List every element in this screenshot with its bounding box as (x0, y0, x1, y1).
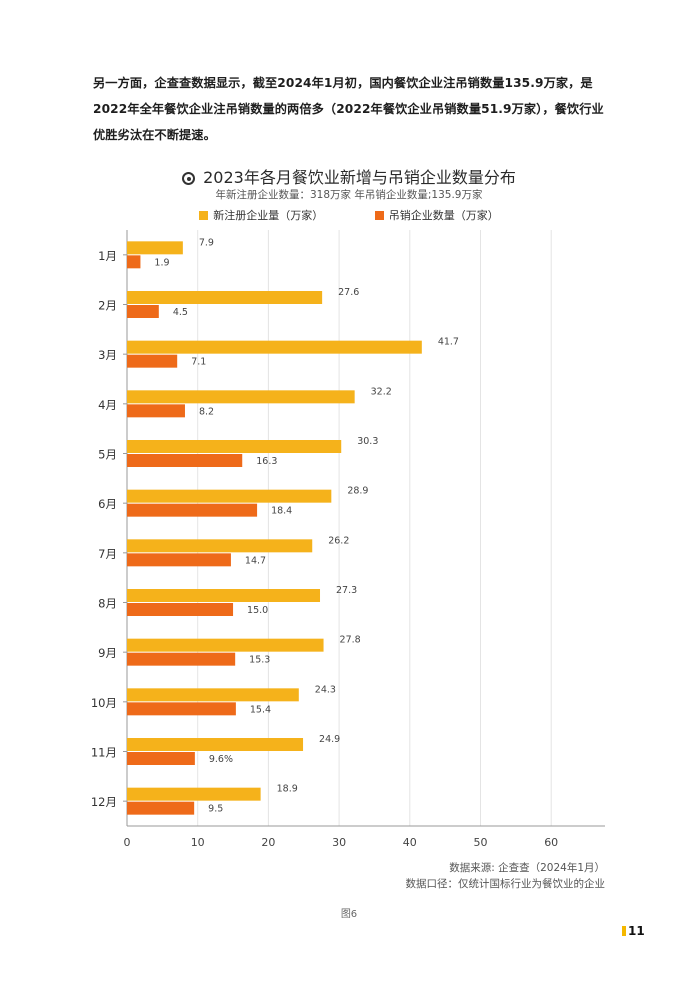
chart-title-text: 2023年各月餐饮业新增与吊销企业数量分布 (203, 168, 516, 187)
scope-note: 数据口径：仅统计国标行业为餐饮业的企业 (405, 878, 606, 890)
category-label: 7月 (98, 547, 117, 561)
data-label-new: 28.9 (347, 486, 368, 497)
data-label-revoked: 7.1 (191, 357, 206, 368)
category-label: 10月 (91, 696, 117, 710)
bar-new (127, 241, 183, 255)
bar-revoked (127, 702, 236, 716)
data-label-new: 32.2 (371, 386, 392, 397)
data-label-revoked: 15.4 (250, 704, 271, 715)
bar-revoked (127, 404, 185, 418)
data-label-revoked: 16.3 (256, 456, 277, 467)
legend-swatch-revoked (374, 211, 384, 220)
bar-new (127, 539, 313, 553)
data-label-revoked: 9.6% (209, 754, 233, 765)
x-tick-label: 50 (474, 836, 488, 849)
x-tick-label: 20 (261, 836, 275, 849)
category-label: 9月 (98, 646, 117, 660)
bar-new (127, 440, 342, 453)
bar-revoked (127, 752, 195, 765)
chart-subtitle: 年新注册企业数量：318万家 年吊销企业数量;135.9万家 (215, 189, 483, 201)
chart-legend: 新注册企业量（万家） 吊销企业数量（万家） (0, 207, 698, 223)
intro-paragraph: 另一方面，企查查数据显示，截至2024年1月初，国内餐饮企业注吊销数量135.9… (93, 76, 604, 142)
bar-new (127, 638, 324, 652)
source-note: 数据来源: 企查查（2024年1月） (449, 862, 605, 874)
x-tick-label: 40 (403, 836, 417, 849)
x-tick-label: 0 (124, 836, 131, 849)
data-label-new: 27.6 (338, 287, 359, 298)
data-label-new: 18.9 (277, 784, 298, 795)
page-number-marker (622, 926, 626, 936)
data-label-new: 41.7 (438, 337, 459, 348)
bar-new (127, 340, 422, 354)
legend-item-new: 新注册企业量（万家） (199, 207, 323, 223)
bar-revoked (127, 354, 178, 368)
data-label-revoked: 18.4 (271, 506, 292, 517)
bar-new (127, 738, 304, 751)
data-label-new: 24.3 (315, 684, 336, 695)
legend-label-new: 新注册企业量（万家） (213, 209, 324, 222)
bar-revoked (127, 652, 236, 666)
bar-revoked (127, 801, 195, 815)
bar-revoked (127, 255, 141, 269)
x-tick-label: 30 (332, 836, 346, 849)
legend-item-revoked: 吊销企业数量（万家） (374, 207, 499, 223)
data-label-new: 24.9 (319, 734, 340, 745)
data-label-revoked: 1.9 (154, 257, 169, 268)
data-label-new: 7.9 (199, 237, 214, 248)
bar-revoked (127, 503, 258, 517)
bar-revoked (127, 305, 159, 318)
data-label-revoked: 14.7 (245, 555, 266, 566)
data-label-revoked: 4.5 (173, 307, 188, 318)
category-label: 1月 (98, 249, 117, 263)
category-label: 11月 (91, 746, 117, 760)
category-label: 3月 (98, 348, 117, 362)
x-tick-label: 60 (544, 836, 558, 849)
bar-new (127, 589, 321, 602)
bar-new (127, 489, 332, 503)
data-label-new: 26.2 (328, 535, 349, 546)
bar-new (127, 688, 299, 702)
category-label: 12月 (91, 795, 117, 809)
category-label: 8月 (98, 597, 117, 611)
target-icon (182, 172, 196, 185)
legend-swatch-new (199, 211, 209, 220)
bar-revoked (127, 454, 243, 467)
data-label-new: 30.3 (357, 436, 378, 447)
page-number: 11 (622, 924, 645, 938)
data-label-revoked: 15.3 (249, 655, 270, 666)
data-label-new: 27.3 (336, 585, 357, 596)
figure-caption: 图6 (340, 909, 358, 920)
category-label: 6月 (98, 497, 117, 511)
bar-new (127, 787, 261, 801)
bar-new (127, 291, 323, 304)
x-tick-label: 10 (191, 836, 205, 849)
data-label-new: 27.8 (340, 635, 361, 646)
legend-label-revoked: 吊销企业数量（万家） (388, 209, 499, 222)
category-label: 5月 (98, 448, 117, 462)
chart-title: 2023年各月餐饮业新增与吊销企业数量分布 (0, 164, 698, 188)
page-number-text: 11 (628, 924, 645, 938)
category-label: 4月 (98, 398, 117, 412)
category-label: 2月 (98, 299, 117, 313)
data-label-revoked: 15.0 (247, 605, 268, 616)
bar-revoked (127, 603, 234, 616)
bar-chart-plot: 0 10 20 30 40 50 60 1月 7.9 1.9 2月 27.6 4.5 3月 41.7 7.1 4… (91, 230, 605, 849)
bar-new (127, 390, 355, 404)
bar-revoked (127, 553, 231, 567)
data-label-revoked: 8.2 (199, 406, 214, 417)
data-label-revoked: 9.5 (208, 804, 223, 815)
